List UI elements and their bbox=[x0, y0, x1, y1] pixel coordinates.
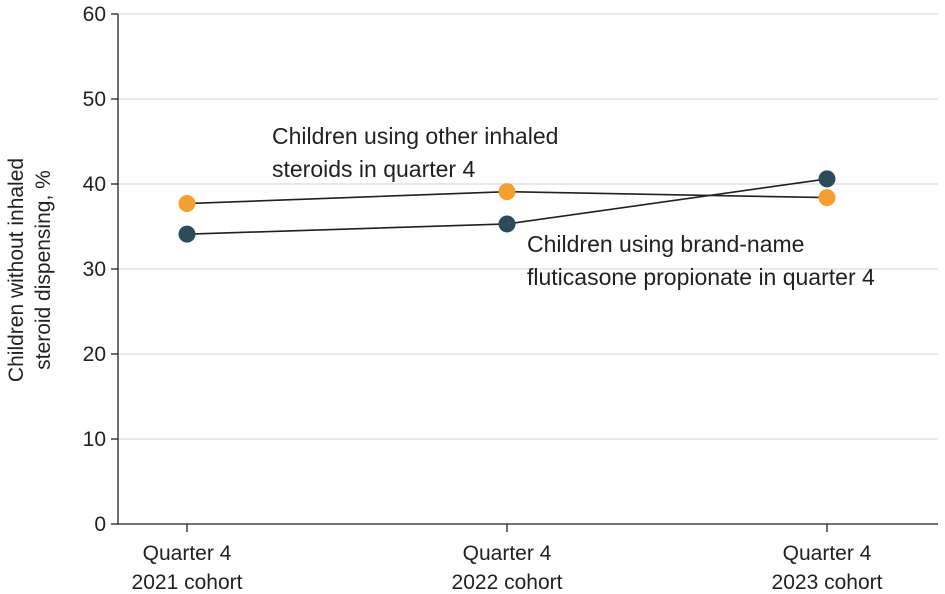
point-other-1 bbox=[498, 183, 516, 201]
y-axis-title: Children without inhaled steroid dispens… bbox=[5, 158, 55, 382]
y-tick-label-50: 50 bbox=[83, 88, 106, 111]
x-tick-label-2-line-1: Quarter 4 bbox=[783, 542, 872, 565]
point-other-2 bbox=[818, 189, 836, 207]
x-tick-label-0-line-2: 2021 cohort bbox=[132, 571, 243, 594]
axes bbox=[111, 13, 938, 532]
x-tick-label-1-line-1: Quarter 4 bbox=[463, 542, 552, 565]
x-tick-label-2-line-2: 2023 cohort bbox=[772, 571, 883, 594]
point-other-0 bbox=[178, 195, 196, 213]
y-tick-label-10: 10 bbox=[83, 428, 106, 451]
annotation-brand-line-1: Children using brand-name bbox=[527, 231, 804, 257]
x-tick-label-0-line-1: Quarter 4 bbox=[143, 542, 232, 565]
series bbox=[178, 170, 836, 243]
annotation-other-line-1: Children using other inhaled bbox=[272, 123, 558, 149]
y-axis-title-line-2: steroid dispensing, % bbox=[32, 170, 55, 370]
y-tick-label-30: 30 bbox=[83, 258, 106, 281]
y-tick-label-0: 0 bbox=[94, 513, 106, 536]
x-tick-labels: Quarter 4 2021 cohort Quarter 4 2022 cohort… bbox=[132, 542, 883, 594]
gridlines bbox=[118, 13, 938, 440]
x-tick-label-1-line-2: 2022 cohort bbox=[452, 571, 563, 594]
point-brand-1 bbox=[498, 215, 516, 233]
y-axis-title-line-1: Children without inhaled bbox=[5, 158, 28, 382]
annotation-brand-line-2: fluticasone propionate in quarter 4 bbox=[527, 264, 875, 290]
point-brand-0 bbox=[178, 225, 196, 243]
annotation-other-line-2: steroids in quarter 4 bbox=[272, 156, 475, 182]
annotations: Children using other inhaled steroids in… bbox=[272, 123, 875, 290]
y-tick-label-20: 20 bbox=[83, 343, 106, 366]
y-tick-label-40: 40 bbox=[83, 173, 106, 196]
y-tick-labels: 0 10 20 30 40 50 60 bbox=[83, 3, 106, 536]
point-brand-2 bbox=[818, 170, 836, 188]
y-tick-label-60: 60 bbox=[83, 3, 106, 26]
